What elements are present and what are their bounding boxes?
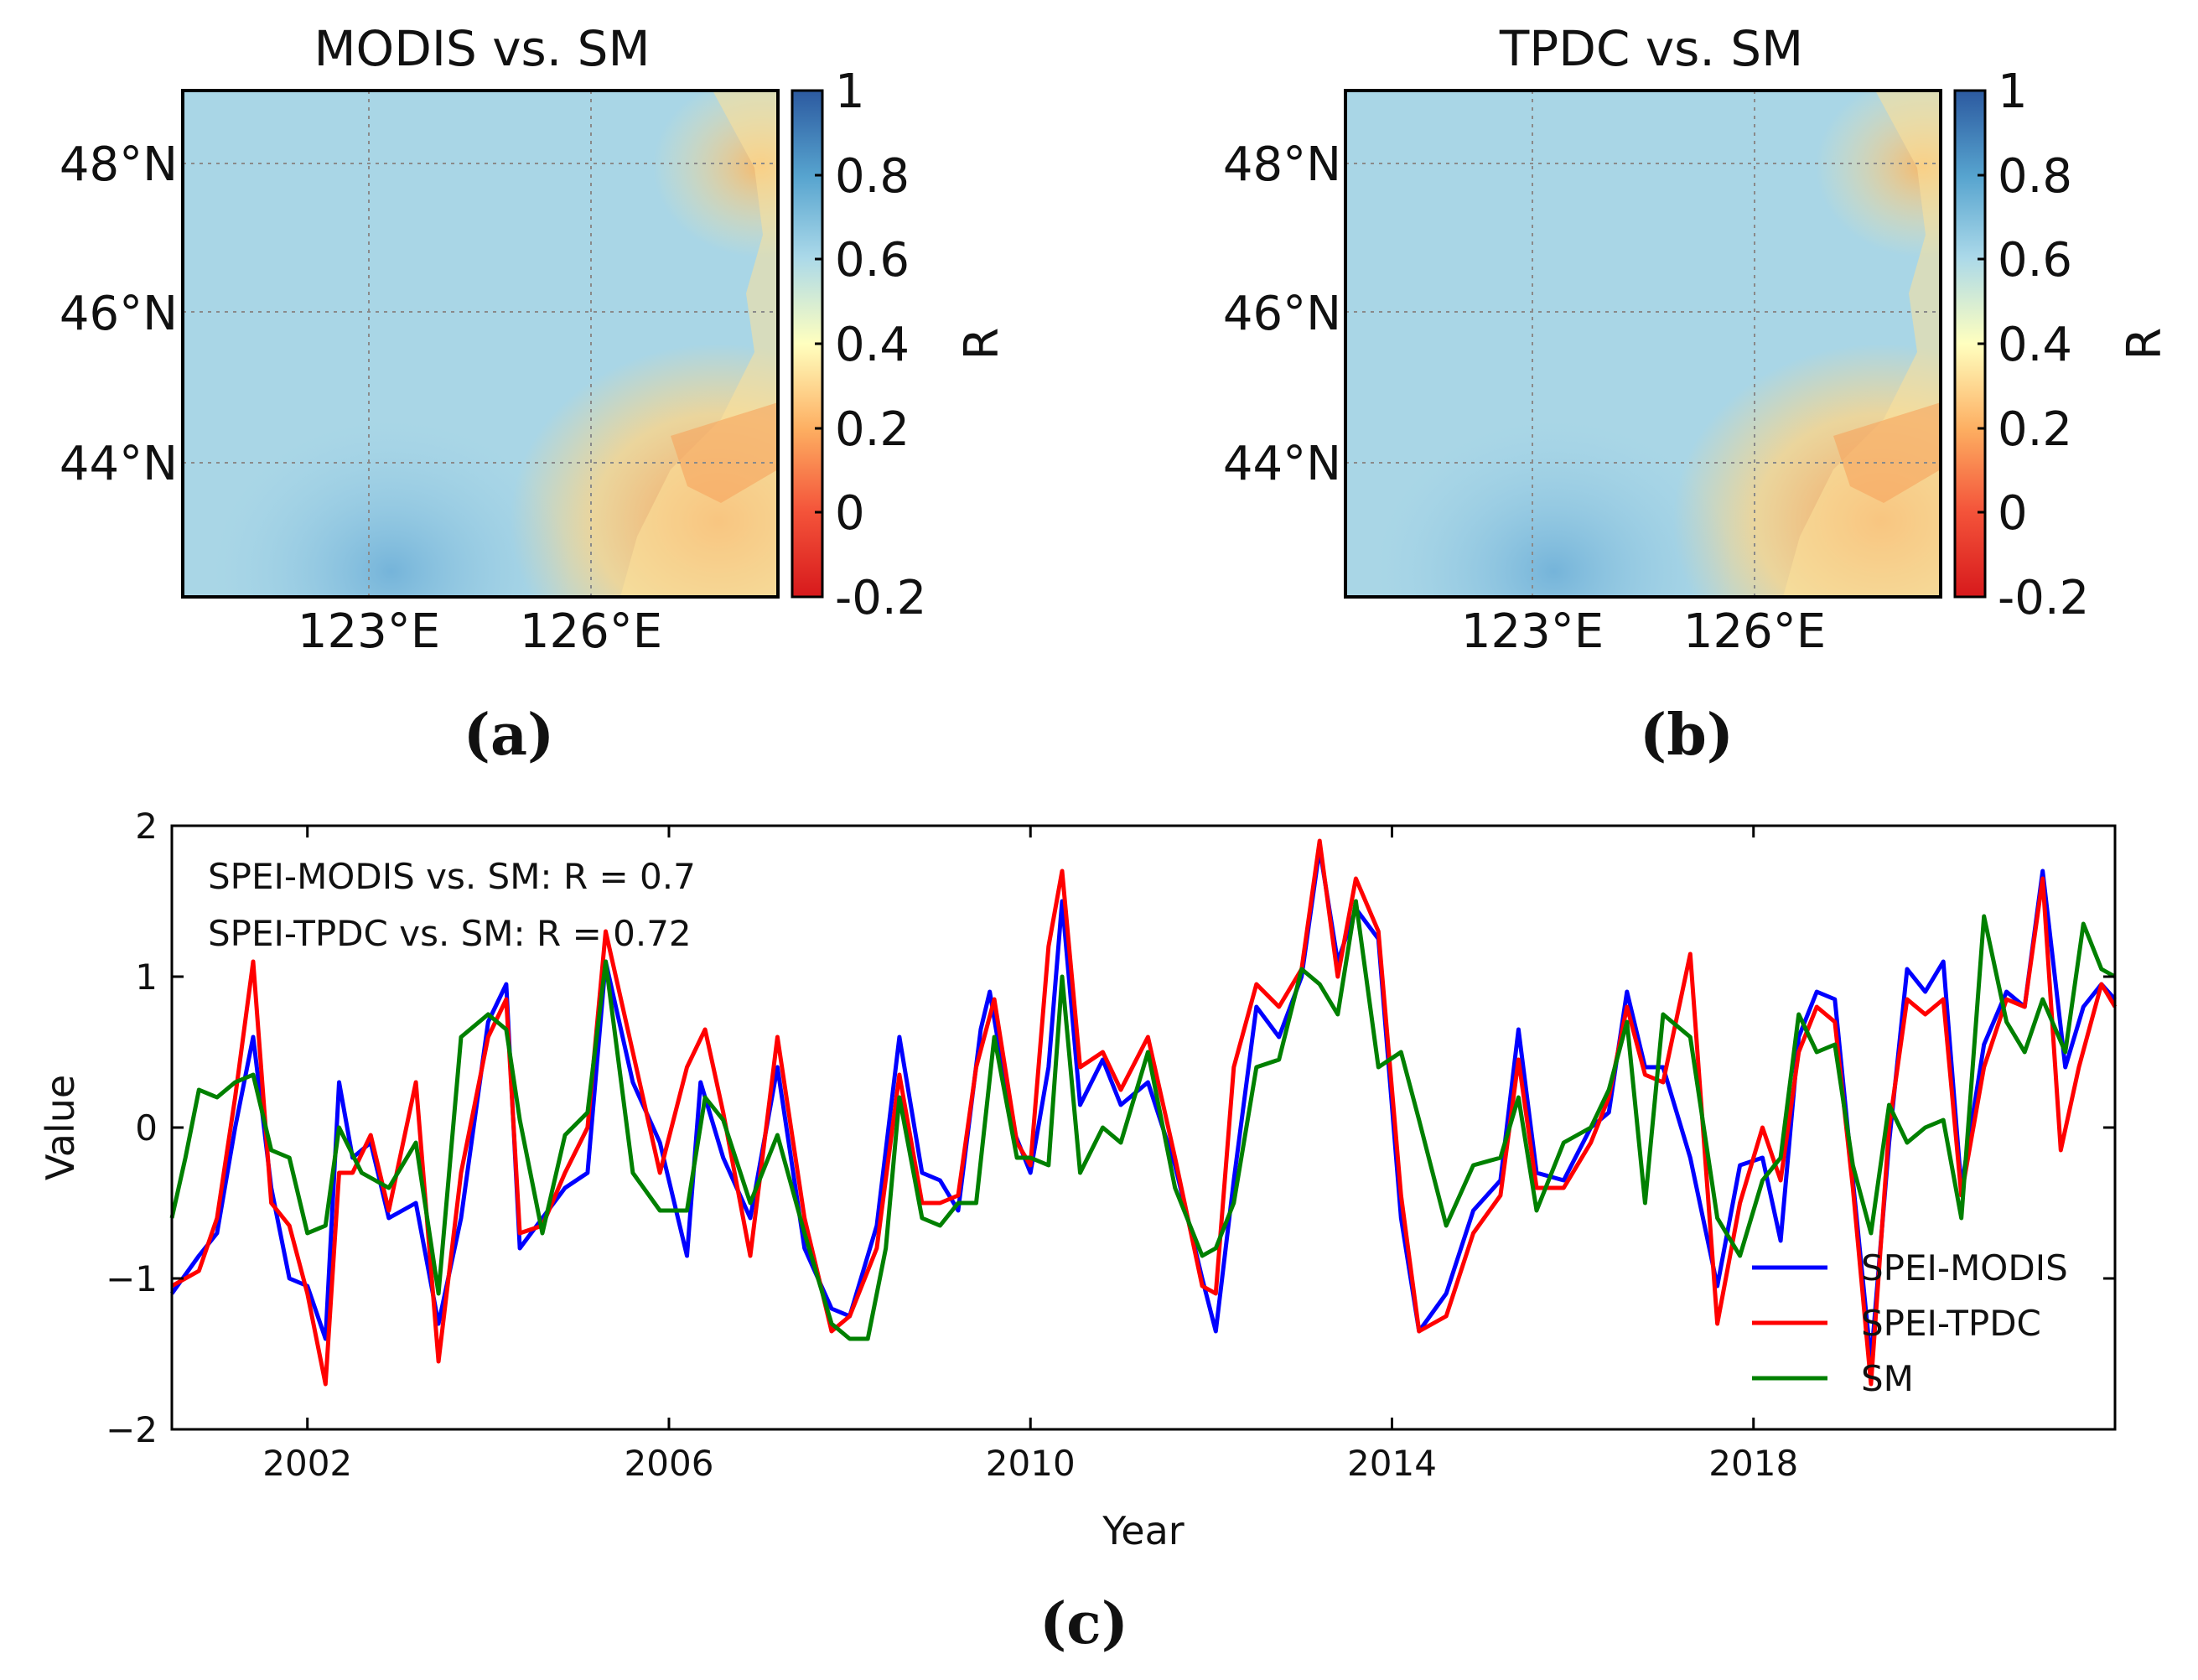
panel-c-y-tick-2: 2: [135, 806, 158, 847]
panel-a-label: (a): [464, 702, 554, 769]
series-line-spei-tpdc: [170, 838, 2118, 1387]
panel-c-y-tick-labels: 2 1 0 −1 −2: [106, 806, 158, 1450]
panel-b-cbar-tick-0-8: 0.8: [1998, 149, 2072, 204]
panel-c-y-tick-1: 1: [135, 957, 158, 998]
panel-a-x-tick-123: 123°E: [298, 604, 440, 659]
panel-a-x-tick-126: 126°E: [520, 604, 662, 659]
panel-a-y-tick-44: 44°N: [60, 437, 178, 491]
panel-c-y-tick-0: 0: [135, 1107, 158, 1149]
panel-b-colorbar-ticks: [1978, 89, 1985, 514]
panel-b-cbar-tick-0: 0: [1998, 486, 2028, 541]
panel-b-orange-patch: [1833, 402, 1941, 503]
panel-c-series-group: [169, 838, 2118, 1387]
panel-a-y-tick-48: 48°N: [60, 137, 178, 192]
panel-b-heatmap: TPDC vs. SM 48°N 46°N 44°N 123°E 126°E: [1223, 20, 2172, 769]
panel-a-map-frame: [181, 89, 780, 599]
panel-c-y-axis-label: Value: [38, 1075, 83, 1180]
panel-b-label: (b): [1640, 702, 1734, 769]
panel-a-y-tick-46: 46°N: [60, 287, 178, 341]
panel-a-cbar-tick-0-2: 0.2: [835, 402, 910, 457]
panel-a-heatmap: MODIS vs. SM 48°N 46°N 44°N 123°E 126°E: [60, 20, 1009, 769]
panel-a-cbar-tick-0-4: 0.4: [835, 318, 910, 372]
panel-c-line-chart: SPEI-MODIS vs. SM: R = 0.7 SPEI-TPDC vs.…: [38, 806, 2118, 1657]
panel-a-orange-patch: [671, 402, 778, 503]
panel-a-cbar-tick-0-6: 0.6: [835, 233, 910, 288]
panel-b-x-tick-123: 123°E: [1461, 604, 1604, 659]
panel-b-y-tick-46: 46°N: [1223, 287, 1341, 341]
x-tick-label-2014: 2014: [1347, 1443, 1437, 1484]
panel-c-plot-frame: [170, 824, 2117, 1431]
panel-c-annotation-modis: SPEI-MODIS vs. SM: R = 0.7: [208, 856, 696, 897]
x-tick-label-2018: 2018: [1708, 1443, 1798, 1484]
panel-b-x-tick-126: 126°E: [1683, 604, 1826, 659]
panel-a-cbar-tick-neg-0-2: -0.2: [835, 571, 926, 625]
panel-a-cbar-tick-1: 1: [835, 65, 865, 119]
panel-c-y-tick-neg-2: −2: [106, 1409, 158, 1450]
panel-b-cbar-tick-0-6: 0.6: [1998, 233, 2072, 288]
panel-b-cbar-tick-0-4: 0.4: [1998, 318, 2072, 372]
x-tick-label-2002: 2002: [262, 1443, 352, 1484]
panel-c-legend: SPEI-MODIS SPEI-TPDC SM: [1752, 1247, 2068, 1399]
panel-c-x-axis-label: Year: [1102, 1508, 1184, 1553]
panel-a-cbar-tick-0-8: 0.8: [835, 149, 910, 204]
panel-b-cbar-tick-1: 1: [1998, 65, 2028, 119]
panel-b-gridlines: [1345, 91, 1941, 597]
panel-a-title: MODIS vs. SM: [314, 20, 651, 77]
panel-b-colorbar-label: R: [2118, 328, 2172, 360]
x-tick-label-2010: 2010: [986, 1443, 1076, 1484]
legend-label-spei-tpdc: SPEI-TPDC: [1861, 1303, 2041, 1344]
panel-b-map-field: [1345, 91, 1941, 597]
panel-a-colorbar-label: R: [955, 328, 1009, 360]
panel-b-y-tick-44: 44°N: [1223, 437, 1341, 491]
x-tick-label-2006: 2006: [625, 1443, 714, 1484]
panel-c-y-tick-neg-1: −1: [106, 1258, 158, 1299]
panel-c-annotation-tpdc: SPEI-TPDC vs. SM: R = 0.72: [208, 913, 692, 954]
panel-b-map-frame: [1344, 89, 1942, 599]
panel-b-cbar-tick-0-2: 0.2: [1998, 402, 2072, 457]
panel-b-cbar-tick-neg-0-2: -0.2: [1998, 571, 2089, 625]
panel-b-title: TPDC vs. SM: [1499, 20, 1803, 77]
panel-a-map-field: [183, 91, 778, 597]
series-line-sm: [169, 899, 2117, 1341]
panel-b-y-tick-48: 48°N: [1223, 137, 1341, 192]
panel-a-colorbar-ticks: [815, 89, 822, 514]
panel-c-label: (c): [1039, 1590, 1128, 1657]
legend-label-spei-modis: SPEI-MODIS: [1861, 1247, 2068, 1289]
panel-c-x-tick-labels: 2002 2006 2010 2014 2018: [262, 1443, 1798, 1484]
panel-a-cbar-tick-0: 0: [835, 486, 865, 541]
legend-label-sm: SM: [1861, 1358, 1914, 1399]
panel-a-gridlines: [183, 91, 778, 597]
